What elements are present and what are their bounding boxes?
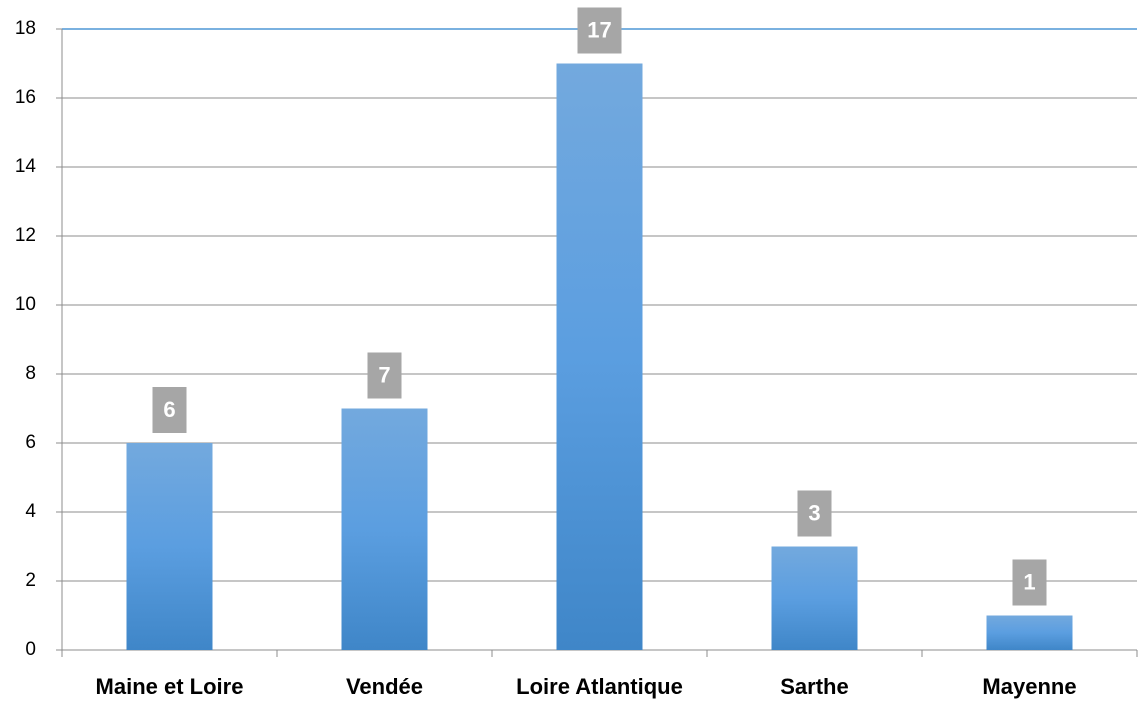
y-tick-label: 14 <box>15 156 37 177</box>
bar <box>126 443 213 650</box>
bar <box>986 615 1073 650</box>
data-label-box <box>1012 559 1047 606</box>
data-label: 3 <box>808 500 820 525</box>
data-label: 17 <box>587 17 611 42</box>
data-label: 6 <box>163 397 175 422</box>
y-tick-label: 8 <box>25 363 36 384</box>
data-label-box <box>152 387 187 433</box>
x-tick-label: Sarthe <box>780 674 848 699</box>
data-label: 7 <box>378 362 390 387</box>
y-tick-label: 4 <box>25 501 36 522</box>
y-tick-label: 16 <box>15 87 36 108</box>
bar <box>771 546 858 650</box>
data-label-box <box>797 490 832 537</box>
x-tick-label: Maine et Loire <box>96 674 244 699</box>
data-label-box <box>577 7 622 54</box>
data-label: 1 <box>1023 569 1035 594</box>
x-tick-label: Loire Atlantique <box>516 674 683 699</box>
y-tick-label: 6 <box>25 432 36 453</box>
x-tick-label: Mayenne <box>982 674 1076 699</box>
y-tick-label: 12 <box>15 225 36 246</box>
data-label-box <box>367 352 402 399</box>
y-tick-label: 0 <box>25 639 36 660</box>
bar <box>556 63 643 650</box>
x-tick-label: Vendée <box>346 674 423 699</box>
y-tick-label: 2 <box>25 570 36 591</box>
bar <box>341 408 428 650</box>
y-tick-label: 10 <box>15 294 36 315</box>
y-tick-label: 18 <box>15 18 36 39</box>
